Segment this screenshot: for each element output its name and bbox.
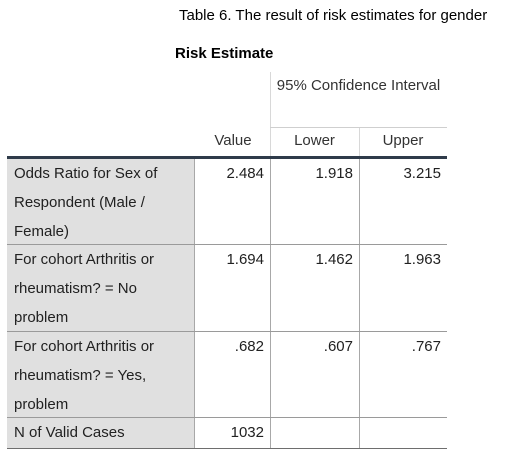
row-divider (7, 417, 447, 418)
cell-value: .682 (194, 332, 270, 418)
column-header-lower: Lower (294, 132, 335, 149)
cell-upper: 1.963 (359, 245, 447, 332)
row-divider (7, 331, 447, 332)
cell-value: 2.484 (194, 159, 270, 245)
cell-lower: 1.918 (270, 159, 359, 245)
row-label: For cohort Arthritis or rheumatism? = Ye… (7, 332, 194, 418)
header-divider (359, 128, 360, 156)
header-bottom-rule (7, 156, 447, 159)
cell-lower: .607 (270, 332, 359, 418)
column-header-upper: Upper (382, 132, 424, 149)
table-row: For cohort Arthritis or rheumatism? = Ye… (7, 332, 447, 418)
row-label: Odds Ratio for Sex of Respondent (Male /… (7, 159, 194, 245)
cell-upper (359, 418, 447, 448)
cell-value: 1032 (194, 418, 270, 448)
row-label: For cohort Arthritis or rheumatism? = No… (7, 245, 194, 332)
table-bottom-rule (7, 448, 447, 449)
header-divider (270, 72, 271, 156)
table-title: Risk Estimate (175, 45, 274, 62)
cell-upper: 3.215 (359, 159, 447, 245)
confidence-interval-header: 95% Confidence Interval (276, 77, 441, 94)
cell-value: 1.694 (194, 245, 270, 332)
confidence-interval-rule (270, 127, 447, 128)
row-label: N of Valid Cases (7, 418, 194, 448)
cell-lower (270, 418, 359, 448)
cell-upper: .767 (359, 332, 447, 418)
cell-lower: 1.462 (270, 245, 359, 332)
table-row: For cohort Arthritis or rheumatism? = No… (7, 245, 447, 332)
row-divider (7, 244, 447, 245)
table-caption: Table 6. The result of risk estimates fo… (179, 7, 488, 24)
column-header-value: Value (214, 132, 252, 149)
table-row: N of Valid Cases 1032 (7, 418, 447, 448)
table-row: Odds Ratio for Sex of Respondent (Male /… (7, 159, 447, 245)
